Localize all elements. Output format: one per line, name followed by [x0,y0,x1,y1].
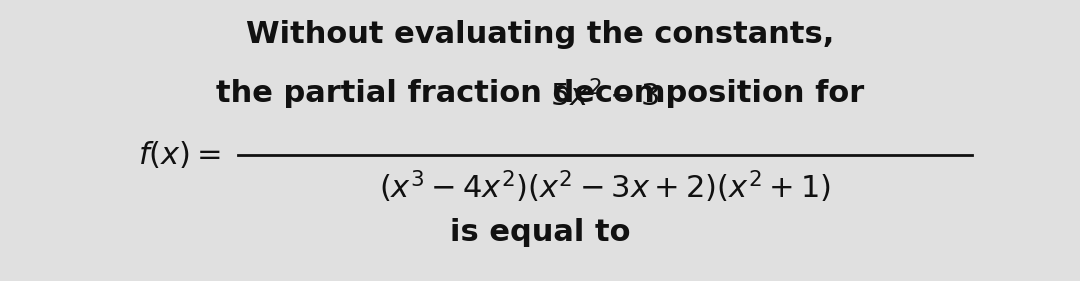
Text: Without evaluating the constants,: Without evaluating the constants, [246,20,834,49]
Text: $f(x) =$: $f(x) =$ [138,139,221,170]
Text: is equal to: is equal to [449,218,631,247]
Text: $5x^2 - 3$: $5x^2 - 3$ [550,80,660,112]
Text: the partial fraction decomposition for: the partial fraction decomposition for [216,79,864,108]
Text: $(x^3 - 4x^2)(x^2 - 3x + 2)(x^2 + 1)$: $(x^3 - 4x^2)(x^2 - 3x + 2)(x^2 + 1)$ [379,169,831,205]
